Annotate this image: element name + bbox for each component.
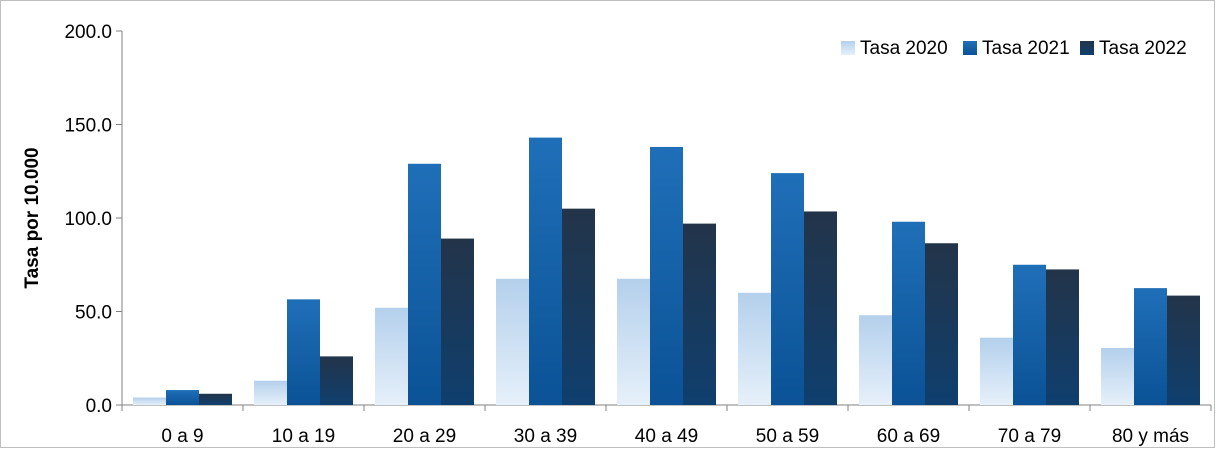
bar-tasa-2021-6 (892, 221, 925, 405)
x-category-label: 20 a 29 (393, 426, 456, 447)
bars-group (133, 137, 1200, 405)
bar-tasa-2022-6 (925, 243, 958, 405)
bar-tasa-2022-0 (199, 393, 232, 405)
bar-tasa-2021-3 (529, 137, 562, 405)
y-tick-label: 200.0 (64, 22, 112, 43)
bar-tasa-2022-8 (1167, 295, 1200, 405)
x-category-label: 60 a 69 (877, 426, 940, 447)
x-axis: 0 a 9 10 a 19 20 a 29 30 a 39 40 a 49 50 a 59… (121, 404, 1212, 447)
bar-tasa-2020-8 (1101, 347, 1134, 405)
bar-tasa-2021-2 (408, 163, 441, 405)
legend-swatch (1080, 41, 1094, 55)
x-category-label: 70 a 79 (998, 426, 1061, 447)
bar-tasa-2021-4 (650, 146, 683, 405)
bar-tasa-2022-1 (320, 356, 353, 405)
legend-label: Tasa 2021 (982, 38, 1070, 59)
bar-tasa-2020-1 (254, 380, 287, 405)
bar-tasa-2020-4 (617, 278, 650, 405)
legend-swatch (841, 41, 855, 55)
bar-tasa-2021-7 (1013, 264, 1046, 405)
y-tick-label: 100.0 (64, 209, 112, 230)
bar-tasa-2020-6 (859, 315, 892, 405)
y-axis: 0.0 50.0 100.0 150.0 200.0 (64, 22, 123, 417)
x-category-label: 80 y más (1112, 426, 1189, 447)
x-category-label: 10 a 19 (272, 426, 335, 447)
x-category-label: 30 a 39 (514, 426, 577, 447)
legend-label: Tasa 2022 (1099, 38, 1187, 59)
y-axis-title: Tasa por 10.000 (22, 147, 43, 288)
bar-tasa-2022-2 (441, 238, 474, 405)
bar-tasa-2021-1 (287, 299, 320, 405)
legend-label: Tasa 2020 (860, 38, 948, 59)
bar-tasa-2021-8 (1134, 288, 1167, 405)
bar-tasa-2022-3 (562, 208, 595, 405)
legend: Tasa 2020 Tasa 2021 Tasa 2022 (841, 38, 1187, 59)
bar-tasa-2022-7 (1046, 269, 1079, 405)
bar-tasa-2020-0 (133, 397, 166, 405)
legend-swatch (963, 41, 977, 55)
bar-tasa-2022-4 (683, 223, 716, 405)
bar-tasa-2020-3 (496, 278, 529, 405)
y-tick-label: 50.0 (75, 303, 112, 324)
bar-tasa-2021-0 (166, 390, 199, 405)
bar-tasa-2021-5 (771, 173, 804, 405)
bar-tasa-2020-5 (738, 292, 771, 405)
bar-tasa-2020-2 (375, 307, 408, 405)
bar-tasa-2022-5 (804, 211, 837, 405)
bar-tasa-2020-7 (980, 337, 1013, 405)
x-category-label: 0 a 9 (161, 426, 203, 447)
y-tick-label: 0.0 (86, 396, 112, 417)
y-tick-label: 150.0 (64, 116, 112, 137)
x-category-label: 50 a 59 (756, 426, 819, 447)
x-category-label: 40 a 49 (635, 426, 698, 447)
